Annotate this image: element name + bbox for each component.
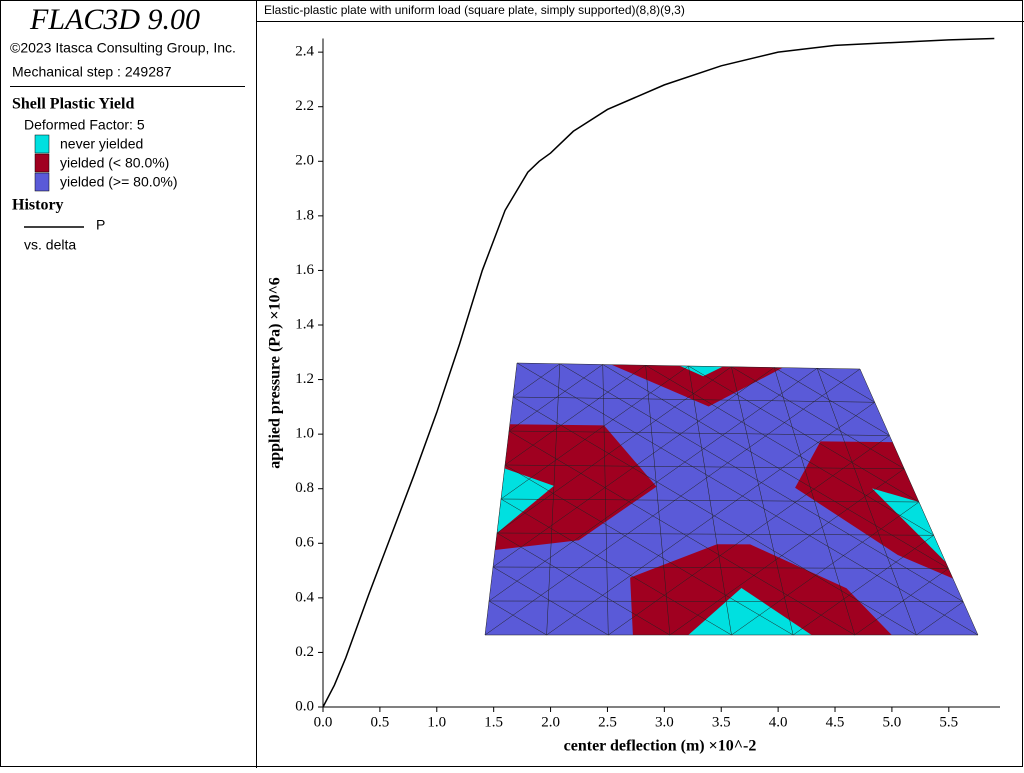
x-tick-label: 3.0 [655, 714, 674, 730]
x-tick-label: 5.5 [939, 714, 958, 730]
shell-edge [496, 366, 732, 534]
copyright: ©2023 Itasca Consulting Group, Inc. [10, 40, 236, 56]
shell-region [611, 364, 783, 407]
x-tick-label: 1.0 [427, 714, 446, 730]
y-tick-label: 2.2 [295, 98, 314, 114]
history-name: P [96, 217, 105, 233]
x-axis-label: center deflection (m) ×10^-2 [564, 738, 757, 755]
chart-title: Elastic-plastic plate with uniform load … [264, 3, 685, 17]
shell-edge [669, 468, 905, 636]
x-tick-label: 2.0 [541, 714, 560, 730]
shell-edge [508, 430, 855, 636]
x-tick-label: 2.5 [598, 714, 617, 730]
shell-edge [916, 601, 964, 636]
y-tick-label: 0.2 [295, 644, 314, 660]
x-tick-label: 0.5 [371, 714, 390, 730]
y-tick-label: 1.8 [295, 207, 314, 223]
shell-edge [504, 464, 794, 636]
shell-edge [500, 498, 920, 503]
shell-edge [816, 368, 875, 403]
shell-plot [484, 362, 979, 636]
shell-edge [731, 366, 794, 636]
x-tick-label: 4.5 [826, 714, 845, 730]
shell-region [497, 468, 554, 533]
shell-edge [492, 367, 775, 568]
shell-edge [504, 365, 646, 466]
legend-label: yielded (< 80.0%) [60, 155, 169, 171]
legend-swatch [34, 134, 50, 154]
y-tick-label: 2.0 [295, 153, 314, 169]
y-tick-label: 2.4 [295, 44, 314, 60]
shell-edge [508, 364, 603, 432]
shell-edge [731, 501, 920, 636]
y-tick-label: 1.2 [295, 371, 314, 387]
shell-edge [488, 368, 818, 602]
y-tick-label: 0.0 [295, 698, 314, 714]
shell-edge [774, 367, 855, 636]
legend: never yielded yielded (< 80.0%) yielded (>… [34, 134, 178, 192]
shell-region [630, 544, 892, 635]
shell-edge [492, 566, 949, 569]
y-tick-label: 0.6 [295, 535, 314, 551]
shell-edge [792, 535, 934, 636]
shell-edge [731, 366, 905, 469]
shell-edge [854, 568, 949, 636]
shell-edge [496, 532, 671, 636]
shell-edge [516, 362, 979, 636]
shell-edge [500, 498, 732, 636]
step: Mechanical step : 249287 [12, 64, 172, 80]
shell-edge [488, 600, 547, 636]
shell-edge [512, 363, 561, 398]
shell-edge [602, 364, 949, 569]
shell-edge [484, 368, 861, 636]
shell-region [795, 441, 953, 579]
legend-label: never yielded [60, 136, 143, 152]
y-tick-label: 1.6 [295, 262, 314, 278]
shell-edge [645, 365, 934, 536]
y-axis-label: applied pressure (Pa) ×10^6 [267, 277, 284, 469]
y-tick-label: 0.4 [295, 589, 314, 605]
x-tick-label: 3.5 [712, 714, 731, 730]
shell-region [688, 587, 812, 635]
shell-region [872, 488, 946, 562]
history-vs: vs. delta [24, 237, 76, 253]
x-tick-label: 5.0 [883, 714, 902, 730]
legend-swatch [34, 153, 50, 173]
shell-region [495, 424, 657, 550]
shell-edge [496, 532, 934, 536]
y-tick-label: 1.4 [295, 316, 314, 332]
shell-edge [608, 435, 890, 636]
shell-edge [816, 368, 917, 636]
x-tick-label: 0.0 [314, 714, 333, 730]
shell-edge [488, 600, 964, 602]
data-line [322, 37, 995, 708]
shell-region [679, 365, 723, 377]
shell-edge [688, 365, 920, 503]
legend-label: yielded (>= 80.0%) [60, 174, 178, 190]
legend-swatch [34, 172, 50, 192]
plot-title: Shell Plastic Yield [12, 96, 134, 113]
y-tick-label: 0.8 [295, 480, 314, 496]
shell-edge [774, 367, 890, 436]
shell-edge [492, 566, 609, 636]
app-title: FLAC3D 9.00 [29, 3, 200, 36]
x-tick-label: 1.5 [484, 714, 503, 730]
deformed: Deformed Factor: 5 [24, 117, 145, 133]
history-title: History [12, 197, 64, 214]
shell-edge [500, 365, 689, 500]
y-tick-label: 1.0 [295, 426, 314, 442]
x-tick-label: 4.0 [769, 714, 788, 730]
shell-edge [546, 402, 875, 636]
